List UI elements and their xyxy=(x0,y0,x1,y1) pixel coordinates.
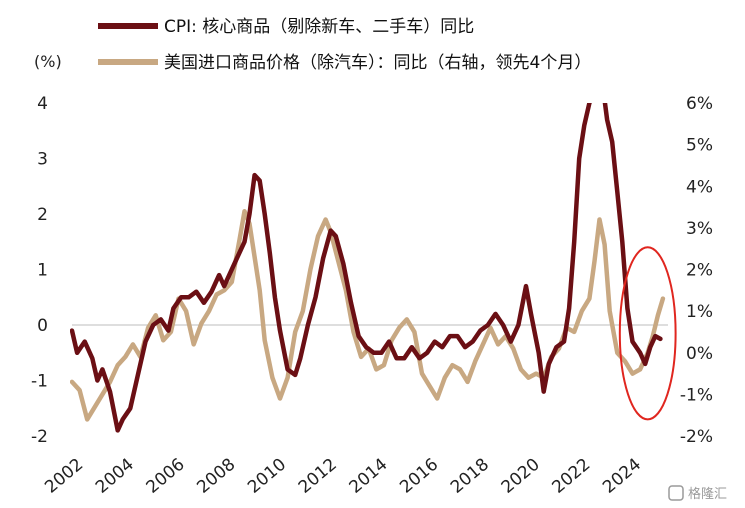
x-tick-label: 2004 xyxy=(92,455,138,498)
y-left-tick-label: -1 xyxy=(31,372,48,392)
y-left-tick-label: 3 xyxy=(37,150,48,170)
y-left-tick-label: 0 xyxy=(37,316,48,336)
y-right-tick-label: 3% xyxy=(686,219,713,239)
x-tick-label: 2024 xyxy=(599,455,645,498)
y-right-tick-label: 4% xyxy=(686,177,713,197)
x-tick-label: 2002 xyxy=(41,455,87,498)
y-left-tick-label: 4 xyxy=(37,94,48,114)
y-right-tick-label: 6% xyxy=(686,94,713,114)
x-tick-label: 2012 xyxy=(295,455,341,498)
y-left-tick-label: 2 xyxy=(37,205,48,225)
x-tick-label: 2006 xyxy=(143,455,189,498)
legend-label-core-goods-cpi: CPI: 核心商品（剔除新车、二手车）同比 xyxy=(164,17,474,37)
y-right-tick-label: 0% xyxy=(686,344,713,364)
x-tick-label: 2020 xyxy=(498,455,544,498)
legend: CPI: 核心商品（剔除新车、二手车）同比 美国进口商品价格（除汽车）：同比（右… xyxy=(98,17,591,73)
y-right-tick-label: 2% xyxy=(686,261,713,281)
y-left-tick-label: 1 xyxy=(37,261,48,281)
x-tick-label: 2008 xyxy=(193,455,239,498)
watermark-logo-icon xyxy=(668,485,684,501)
unit-label: (%) xyxy=(34,52,62,71)
series-line-core-goods-cpi xyxy=(70,103,663,433)
x-tick-label: 2022 xyxy=(548,455,594,498)
legend-label-import-prices: 美国进口商品价格（除汽车）：同比（右轴，领先4个月） xyxy=(164,53,591,73)
x-tick-label: 2010 xyxy=(244,455,290,498)
watermark: 格隆汇 xyxy=(668,485,727,502)
highlight-ellipse xyxy=(618,246,677,421)
y-right-tick-label: -1% xyxy=(680,385,713,405)
plot-area xyxy=(70,103,677,433)
x-tick-label: 2018 xyxy=(447,455,493,498)
y-right-tick-label: 5% xyxy=(686,136,713,156)
x-tick-label: 2016 xyxy=(396,455,442,498)
x-tick-label: 2014 xyxy=(346,455,392,498)
y-right-tick-label: 1% xyxy=(686,302,713,322)
watermark-text: 格隆汇 xyxy=(688,486,727,502)
y-right-tick-label: -2% xyxy=(680,427,713,447)
y-left-tick-label: -2 xyxy=(31,427,48,447)
